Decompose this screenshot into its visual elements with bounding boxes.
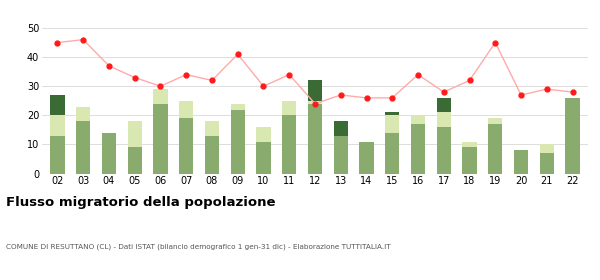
Bar bbox=[385, 115, 400, 133]
Text: Flusso migratorio della popolazione: Flusso migratorio della popolazione bbox=[6, 196, 275, 209]
Bar bbox=[154, 89, 167, 104]
Bar bbox=[256, 142, 271, 174]
Bar bbox=[230, 104, 245, 109]
Bar bbox=[179, 101, 193, 118]
Bar bbox=[488, 124, 502, 174]
Bar bbox=[437, 113, 451, 127]
Bar bbox=[334, 136, 348, 174]
Bar bbox=[50, 95, 65, 115]
Text: COMUNE DI RESUTTANO (CL) - Dati ISTAT (bilancio demografico 1 gen-31 dic) - Elab: COMUNE DI RESUTTANO (CL) - Dati ISTAT (b… bbox=[6, 244, 391, 250]
Bar bbox=[540, 153, 554, 174]
Bar bbox=[50, 115, 65, 136]
Bar bbox=[488, 118, 502, 124]
Bar bbox=[411, 115, 425, 124]
Bar bbox=[463, 142, 476, 147]
Bar bbox=[359, 142, 374, 174]
Bar bbox=[385, 133, 400, 174]
Bar bbox=[154, 104, 167, 174]
Bar bbox=[205, 121, 219, 136]
Bar bbox=[540, 144, 554, 153]
Bar bbox=[128, 121, 142, 147]
Bar bbox=[385, 113, 400, 115]
Bar bbox=[282, 115, 296, 174]
Bar bbox=[437, 127, 451, 174]
Bar bbox=[334, 121, 348, 136]
Bar bbox=[230, 109, 245, 174]
Bar bbox=[128, 147, 142, 174]
Bar bbox=[411, 124, 425, 174]
Bar bbox=[437, 98, 451, 113]
Bar bbox=[308, 104, 322, 174]
Bar bbox=[514, 150, 528, 174]
Bar bbox=[463, 147, 476, 174]
Bar bbox=[102, 133, 116, 174]
Bar bbox=[308, 80, 322, 101]
Bar bbox=[179, 118, 193, 174]
Bar bbox=[282, 101, 296, 115]
Bar bbox=[50, 136, 65, 174]
Bar bbox=[308, 101, 322, 104]
Bar bbox=[205, 136, 219, 174]
Bar bbox=[256, 127, 271, 142]
Bar bbox=[76, 107, 90, 121]
Bar bbox=[76, 121, 90, 174]
Bar bbox=[565, 98, 580, 174]
